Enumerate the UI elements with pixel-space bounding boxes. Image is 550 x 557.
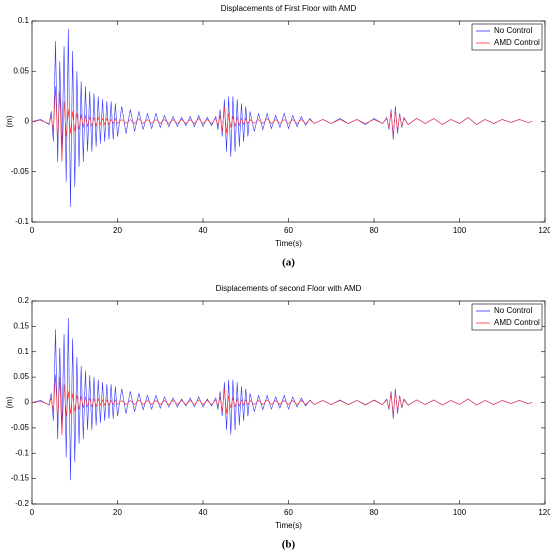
y-tick-label: 0.05 [13, 372, 29, 381]
y-tick-label: -0.2 [15, 499, 29, 508]
legend-label: No Control [494, 306, 532, 315]
x-tick-label: 100 [453, 508, 467, 517]
legend: No Control AMD Control [471, 303, 543, 331]
x-tick-label: 80 [370, 226, 379, 235]
y-axis-label: (m) [5, 115, 14, 127]
x-tick-label: 120 [538, 226, 550, 235]
plot-area [31, 20, 546, 223]
y-tick-label: -0.05 [11, 167, 30, 176]
x-tick-label: 120 [538, 508, 550, 517]
subplot: Displacements of second Floor with AMD Ti… [5, 284, 550, 550]
y-tick-label: 0.05 [13, 66, 29, 75]
x-axis-label: Time(s) [275, 239, 302, 248]
legend-box [471, 23, 543, 51]
y-tick-label: -0.1 [15, 448, 29, 457]
legend-label: AMD Control [494, 38, 540, 47]
x-tick-label: 40 [199, 508, 208, 517]
series-line [31, 86, 533, 162]
chart-title: Displacements of second Floor with AMD [216, 284, 362, 293]
y-tick-label: -0.05 [11, 423, 30, 432]
caption: (a) [282, 257, 295, 269]
x-tick-label: 20 [113, 508, 122, 517]
x-tick-label: 60 [284, 508, 293, 517]
legend-label: No Control [494, 26, 532, 35]
y-tick-label: 0.15 [13, 321, 29, 330]
y-axis-label: (m) [5, 396, 14, 408]
chart-title: Displacements of First Floor with AMD [221, 4, 357, 13]
x-tick-label: 80 [370, 508, 379, 517]
caption: (b) [282, 539, 296, 551]
subplot: Displacements of First Floor with AMD Tim… [5, 4, 550, 268]
legend: No Control AMD Control [471, 23, 543, 51]
x-tick-label: 20 [113, 226, 122, 235]
x-tick-label: 0 [30, 508, 35, 517]
y-tick-label: 0 [25, 117, 30, 126]
x-axis-label: Time(s) [275, 521, 302, 530]
x-tick-label: 60 [284, 226, 293, 235]
x-tick-label: 0 [30, 226, 35, 235]
y-tick-label: -0.1 [15, 217, 29, 226]
legend-box [471, 303, 543, 331]
y-tick-label: 0.1 [18, 347, 30, 356]
x-tick-label: 40 [199, 226, 208, 235]
y-tick-label: -0.15 [11, 474, 30, 483]
y-tick-label: 0 [25, 398, 30, 407]
series-line [31, 374, 533, 436]
plot-area [31, 300, 546, 505]
y-tick-label: 0.1 [18, 16, 30, 25]
x-tick-label: 100 [453, 226, 467, 235]
y-tick-label: 0.2 [18, 296, 30, 305]
legend-label: AMD Control [494, 318, 540, 327]
